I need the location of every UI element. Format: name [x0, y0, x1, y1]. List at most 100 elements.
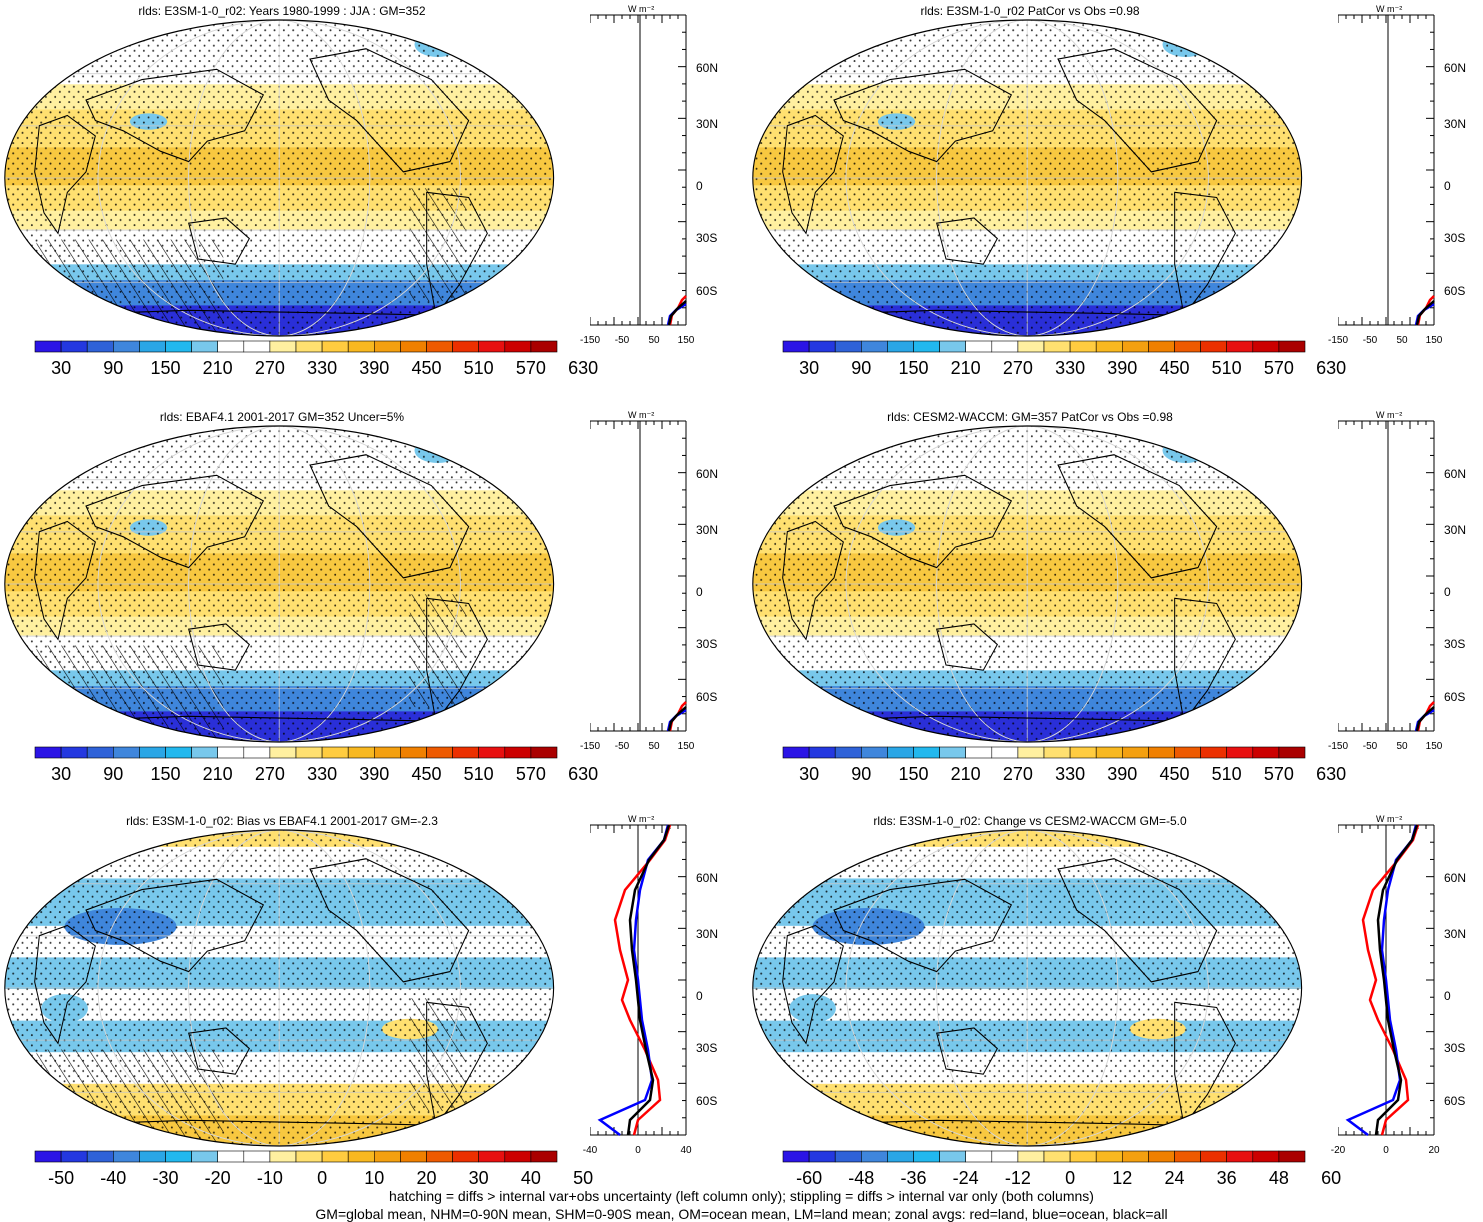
colorbar-tick-label: 570: [1254, 764, 1304, 785]
zonal-lat-label: 30S: [696, 1041, 717, 1055]
colorbar-swatch: [1096, 1151, 1122, 1162]
colorbar-tick-label: 30: [36, 358, 86, 379]
colorbar-swatch: [992, 747, 1018, 758]
colorbar-tick-label: 150: [889, 764, 939, 785]
colorbar-swatch: [348, 341, 374, 352]
colorbar-tick-label: 510: [1202, 764, 1252, 785]
colorbar-tick-label: 390: [1097, 358, 1147, 379]
zonal-x-tick-label: 150: [1414, 335, 1454, 346]
colorbar-tick-label: 210: [193, 358, 243, 379]
colorbar-swatch: [887, 747, 913, 758]
colorbar-tick-label: 330: [297, 764, 347, 785]
zonal-lat-label: 60S: [1444, 1094, 1465, 1108]
panel-title: rlds: E3SM-1-0_r02: Years 1980-1999 : JJ…: [2, 4, 562, 18]
zonal-lat-label: 60S: [696, 284, 717, 298]
colorbar-swatch: [1122, 341, 1148, 352]
zonal-land-curve: [1418, 296, 1434, 325]
map-panel-p4: rlds: CESM2-WACCM: GM=357 PatCor vs Obs …: [750, 408, 1310, 793]
colorbar-swatch: [887, 341, 913, 352]
colorbar-swatch: [244, 341, 270, 352]
colorbar-tick-label: 270: [245, 358, 295, 379]
colorbar-swatch: [166, 1151, 192, 1162]
colorbar-swatch: [166, 341, 192, 352]
zonal-lat-label: 0: [696, 179, 703, 193]
map-panel-p3: rlds: EBAF4.1 2001-2017 GM=352 Uncer=5%3…: [2, 408, 562, 793]
colorbar-swatch: [505, 341, 531, 352]
colorbar-swatch: [1122, 1151, 1148, 1162]
colorbar-swatch: [992, 341, 1018, 352]
colorbar-swatch: [35, 1151, 61, 1162]
colorbar-swatch: [218, 1151, 244, 1162]
colorbar-swatch: [914, 1151, 940, 1162]
zonal-x-tick-label: 40: [666, 1145, 706, 1156]
colorbar-swatch: [1253, 341, 1279, 352]
colorbar-tick-label: 390: [1097, 764, 1147, 785]
zonal-lat-label: 0: [1444, 179, 1451, 193]
colorbar-swatch: [1253, 1151, 1279, 1162]
colorbar-tick-label: 270: [245, 764, 295, 785]
colorbar-swatch: [966, 1151, 992, 1162]
colorbar-tick-label: 0: [297, 1168, 347, 1189]
colorbar-swatch: [809, 341, 835, 352]
colorbar-tick-label: 270: [993, 764, 1043, 785]
robinson-map: [750, 828, 1310, 1148]
zonal-lat-label: 60S: [696, 690, 717, 704]
colorbar-swatch: [270, 1151, 296, 1162]
colorbar-swatch: [861, 341, 887, 352]
colorbar-swatch: [505, 1151, 531, 1162]
colorbar-swatch: [835, 747, 861, 758]
map-panel-p1: rlds: E3SM-1-0_r02: Years 1980-1999 : JJ…: [2, 2, 562, 387]
colorbar-tick-label: -60: [784, 1168, 834, 1189]
panel-title: rlds: E3SM-1-0_r02 PatCor vs Obs =0.98: [750, 4, 1310, 18]
zonal-x-tick-label: 150: [666, 741, 706, 752]
colorbar-swatch: [809, 1151, 835, 1162]
zonal-mean-plot: [1338, 416, 1448, 756]
colorbar-swatch: [1175, 747, 1201, 758]
colorbar-tick-label: 150: [141, 764, 191, 785]
colorbar-swatch: [427, 1151, 453, 1162]
colorbar-swatch: [348, 1151, 374, 1162]
colorbar-swatch: [1018, 1151, 1044, 1162]
colorbar-swatch: [1096, 341, 1122, 352]
colorbar-swatch: [1227, 747, 1253, 758]
colorbar-tick-label: 0: [1045, 1168, 1095, 1189]
colorbar-swatch: [783, 1151, 809, 1162]
colorbar-swatch: [61, 1151, 87, 1162]
colorbar-tick-label: 450: [402, 358, 452, 379]
zonal-unit-label: W m⁻²: [628, 410, 654, 421]
colorbar-swatch: [322, 341, 348, 352]
colorbar-swatch: [296, 1151, 322, 1162]
colorbar-tick-label: 510: [454, 764, 504, 785]
colorbar-tick-label: -12: [993, 1168, 1043, 1189]
colorbar-swatch: [835, 1151, 861, 1162]
colorbar-tick-label: -40: [88, 1168, 138, 1189]
colorbar-swatch: [113, 341, 139, 352]
colorbar-swatch: [1201, 1151, 1227, 1162]
panel-title: rlds: E3SM-1-0_r02: Change vs CESM2-WACC…: [750, 814, 1310, 828]
colorbar-swatch: [835, 341, 861, 352]
colorbar-tick-label: 570: [1254, 358, 1304, 379]
colorbar-swatch: [296, 341, 322, 352]
zonal-x-tick-label: 150: [1414, 741, 1454, 752]
colorbar-tick-label: 36: [1202, 1168, 1252, 1189]
colorbar-swatch: [1018, 747, 1044, 758]
colorbar-tick-label: -36: [889, 1168, 939, 1189]
colorbar-swatch: [244, 747, 270, 758]
colorbar-swatch: [1279, 747, 1305, 758]
colorbar-swatch: [1175, 1151, 1201, 1162]
colorbar-swatch: [1122, 747, 1148, 758]
zonal-land-curve: [670, 702, 686, 731]
colorbar-swatch: [166, 747, 192, 758]
colorbar-tick-label: 450: [1150, 358, 1200, 379]
colorbar-swatch: [1148, 747, 1174, 758]
colorbar-swatch: [87, 747, 113, 758]
colorbar-swatch: [400, 341, 426, 352]
colorbar-tick-label: 390: [349, 358, 399, 379]
zonal-lat-label: 60N: [1444, 61, 1466, 75]
colorbar-tick-label: 570: [506, 358, 556, 379]
colorbar-swatch: [914, 747, 940, 758]
colorbar-swatch: [61, 341, 87, 352]
footer-legend-line1: hatching = diffs > internal var+obs unce…: [0, 1188, 1483, 1204]
